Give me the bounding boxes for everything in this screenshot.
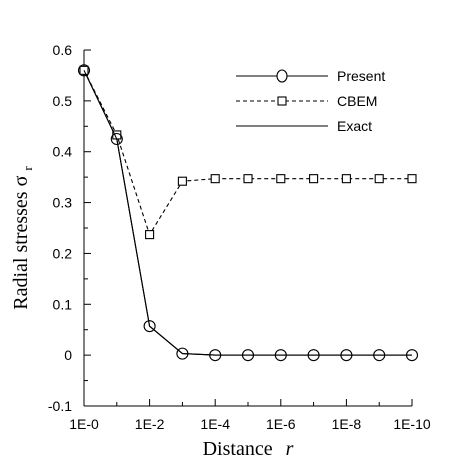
data-point-cbem xyxy=(145,230,155,240)
data-point-present xyxy=(340,349,353,362)
legend-label-exact: Exact xyxy=(337,118,372,134)
x-tick-label: 1E-8 xyxy=(332,416,362,432)
series-exact xyxy=(83,70,412,356)
x-axis-label: Distance r xyxy=(203,438,294,460)
y-tick-label: 0.1 xyxy=(53,296,73,312)
series-present xyxy=(77,64,419,362)
legend-label-cbem: CBEM xyxy=(337,93,377,109)
legend-marker-present xyxy=(276,69,288,83)
x-axis-label-variable: r xyxy=(286,438,294,460)
data-point-present xyxy=(307,349,320,362)
data-point-present xyxy=(209,349,222,362)
series-cbem xyxy=(79,65,417,240)
axes: -0.1 0 0.1 0.2 0.3 0.4 0.5 0.6 1E-0 1E-2 1E-4 1E-6 1… xyxy=(48,42,431,432)
data-point-present xyxy=(176,347,189,360)
series-line-exact xyxy=(83,70,412,356)
data-point-cbem xyxy=(341,174,351,184)
y-tick-label: 0.2 xyxy=(53,245,73,261)
data-point-present xyxy=(77,64,91,77)
data-point-cbem xyxy=(243,174,253,184)
y-tick-label: 0.3 xyxy=(53,195,73,211)
legend: Present CBEM Exact xyxy=(236,68,385,134)
y-axis-label: Radial stresses σ r xyxy=(10,166,35,310)
x-tick-label: 1E-10 xyxy=(393,416,431,432)
data-point-cbem xyxy=(309,174,319,184)
legend-entry-cbem: CBEM xyxy=(236,93,377,109)
y-tick-label: 0.4 xyxy=(53,144,73,160)
data-point-present xyxy=(241,349,255,362)
x-tick-label: 1E-6 xyxy=(266,416,296,432)
y-tick-label: -0.1 xyxy=(48,398,72,414)
data-point-cbem xyxy=(407,174,417,184)
series-line-cbem xyxy=(83,70,412,236)
y-tick-label: 0.6 xyxy=(53,42,73,58)
series-layer xyxy=(77,64,419,362)
x-axis-label-text: Distance xyxy=(203,438,273,460)
data-point-present xyxy=(405,349,419,362)
x-tick-label: 1E-0 xyxy=(69,416,99,432)
legend-marker-cbem xyxy=(277,96,287,106)
data-point-cbem xyxy=(210,174,220,184)
data-point-cbem xyxy=(276,174,286,184)
x-tick-label: 1E-2 xyxy=(135,416,165,432)
series-line-present xyxy=(83,70,412,356)
data-point-present xyxy=(143,320,156,333)
y-axis-label-text: Radial stresses σ xyxy=(10,175,32,309)
legend-entry-present: Present xyxy=(236,68,385,84)
data-point-cbem xyxy=(177,176,187,186)
y-tick-label: 0.5 xyxy=(53,93,73,109)
legend-entry-exact: Exact xyxy=(236,118,372,134)
y-tick-label: 0 xyxy=(64,347,72,363)
data-point-present xyxy=(373,349,386,362)
legend-label-present: Present xyxy=(337,68,385,84)
data-point-present xyxy=(110,132,123,146)
data-point-cbem xyxy=(374,174,384,184)
data-point-present xyxy=(274,349,287,362)
x-tick-label: 1E-4 xyxy=(200,416,230,432)
y-axis-label-subscript: r xyxy=(20,166,35,171)
